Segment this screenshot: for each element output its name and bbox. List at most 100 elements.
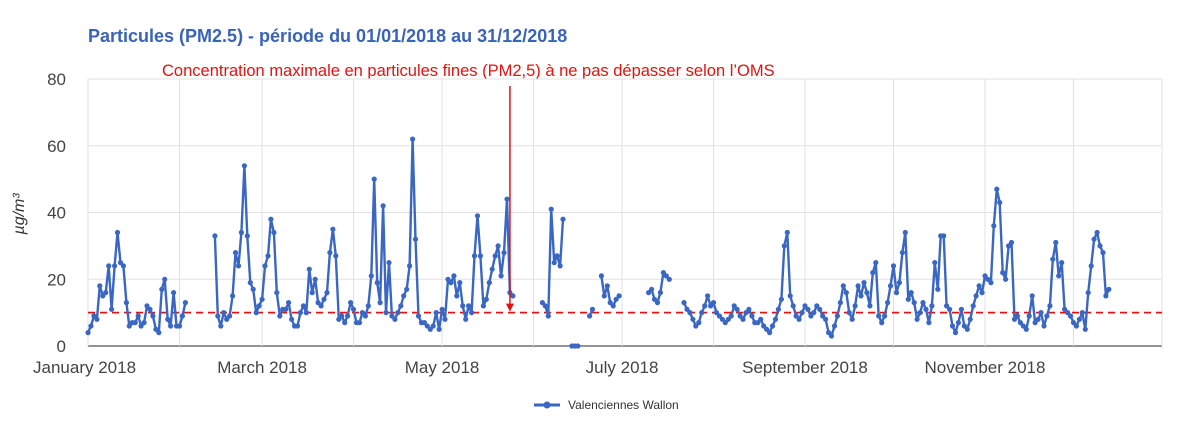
chart-title: Particules (PM2.5) - période du 01/01/20… [88,26,568,46]
data-point [843,290,849,296]
data-point [749,313,755,319]
data-point [159,286,165,292]
data-point [1053,239,1059,246]
data-point [1106,286,1112,292]
data-point [97,283,103,289]
data-point [1059,260,1065,266]
data-point [864,290,870,296]
data-point [873,260,879,266]
data-point [466,303,472,309]
data-point [114,229,121,236]
data-point [407,263,413,269]
series-layer [85,136,1112,349]
data-point [604,283,610,289]
data-point [123,300,129,306]
data-point [699,310,705,316]
data-point [545,313,551,319]
data-point [731,303,737,309]
data-point [598,273,605,279]
data-point [1097,243,1103,249]
data-point [1020,323,1026,329]
data-point [383,310,389,316]
data-point [764,326,770,332]
x-tick-label: March 2018 [217,358,307,377]
data-point [294,323,301,329]
data-point [666,276,672,282]
data-point [855,283,861,289]
data-point [1103,293,1109,299]
data-point [401,293,407,299]
data-point [168,323,174,329]
data-point [781,243,787,249]
who-threshold-annotation: Concentration maximale en particules fin… [162,62,775,80]
data-point [371,176,377,182]
data-point [1029,293,1035,299]
data-point [1094,229,1100,236]
data-point [1062,306,1068,312]
data-point [377,300,383,306]
data-point [746,306,752,312]
data-point [923,306,929,312]
data-point [469,310,475,316]
data-point [339,313,345,319]
data-point [345,313,351,319]
x-tick-label: May 2018 [405,358,480,377]
data-point [85,330,91,336]
data-point [787,293,793,299]
data-point [716,313,723,319]
data-point [1032,320,1038,326]
data-point [767,330,773,336]
data-point [646,290,652,296]
data-point [1000,270,1006,276]
data-point [769,323,776,329]
y-axis-label: µg/m³ [11,193,28,236]
data-point [589,306,596,312]
data-point [917,310,923,316]
data-point [1038,310,1044,316]
data-point [887,283,894,289]
data-point [176,323,183,329]
data-point [389,313,395,319]
data-point [613,296,619,302]
data-point [911,300,917,306]
y-tick-label: 40 [47,204,66,223]
data-point [802,303,808,309]
data-point [439,306,445,312]
series-line-segment [213,137,514,331]
data-point [460,303,466,309]
data-point [1050,256,1056,262]
data-point [1056,273,1062,279]
data-point [1091,236,1097,242]
data-point [312,276,318,282]
data-point [784,229,790,236]
legend-label: Valenciennes Wallon [568,398,679,412]
data-point [300,303,306,309]
data-point [831,323,838,329]
data-point [486,280,492,286]
data-point [330,226,336,232]
data-point [610,303,616,309]
data-point [899,250,906,256]
data-point [772,316,779,322]
data-point [551,260,557,266]
series-2 [539,186,1112,349]
data-point [607,300,613,306]
data-point [982,273,988,279]
data-point [109,306,115,312]
data-point [392,316,398,322]
data-point [905,296,911,302]
data-point [654,300,661,306]
data-point [306,266,312,272]
data-point [702,303,708,309]
data-point [165,316,171,322]
x-tick-label: July 2018 [586,358,659,377]
data-point [896,280,903,286]
data-point [256,303,262,309]
data-point [474,213,481,219]
data-point [867,303,873,309]
data-point [126,323,132,329]
data-point [238,229,244,236]
data-point [448,280,454,286]
data-point [268,216,274,222]
